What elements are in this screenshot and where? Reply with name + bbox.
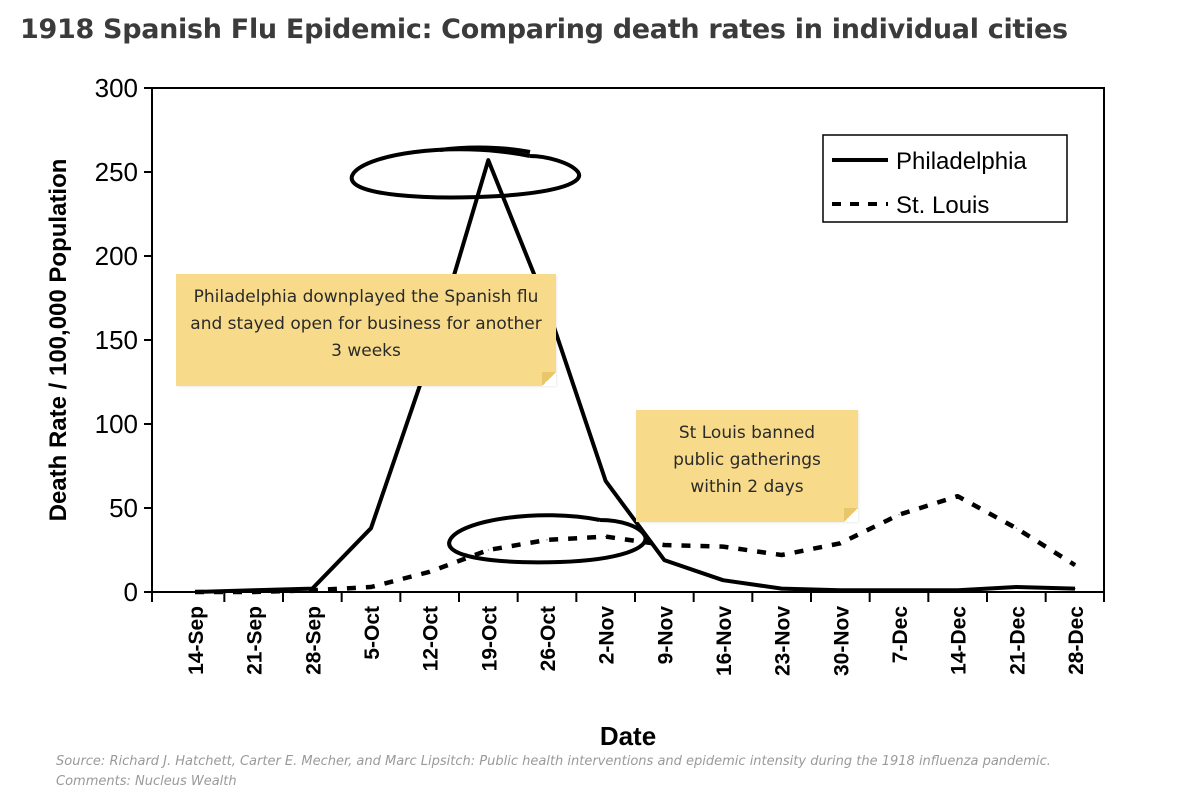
data-point: [898, 589, 900, 591]
series-line-st-louis: [195, 493, 1077, 595]
data-point: [253, 591, 255, 593]
data-point: [546, 539, 548, 541]
data-point: [957, 495, 959, 497]
data-point: [311, 589, 313, 591]
data-point: [839, 542, 841, 544]
x-tick-label: 28-Sep: [302, 606, 325, 675]
philadelphia-annotation-text: Philadelphia downplayed the Spanish flu …: [190, 287, 542, 361]
data-point: [1074, 564, 1076, 566]
y-tick-label: 200: [95, 241, 138, 271]
series-line-philadelphia: [194, 158, 1076, 594]
data-point: [957, 589, 959, 591]
y-tick-label: 300: [95, 73, 138, 103]
data-point: [1015, 586, 1017, 588]
x-tick-label: 19-Oct: [478, 606, 501, 671]
data-point: [722, 546, 724, 548]
x-tick-label: 16-Nov: [713, 606, 736, 676]
x-tick-label: 21-Dec: [1006, 606, 1029, 675]
data-point: [487, 549, 489, 551]
x-tick-label: 14-Sep: [185, 606, 208, 675]
highlight-circle-stlouis-early: [447, 513, 648, 565]
x-tick-label: 28-Dec: [1065, 606, 1088, 675]
data-point: [194, 591, 196, 593]
legend: Philadelphia St. Louis: [822, 134, 1068, 223]
data-point: [781, 554, 783, 556]
x-axis: 14-Sep 21-Sep 28-Sep 5-Oct 12-Oct 19-Oct 26-Oc…: [151, 592, 1105, 676]
y-tick-label: 50: [109, 493, 138, 523]
note-fold-corner: [844, 508, 858, 522]
data-point: [663, 559, 665, 561]
x-tick-label: 14-Dec: [948, 606, 971, 675]
data-point: [663, 544, 665, 546]
y-tick-label: 150: [95, 325, 138, 355]
legend-label-philadelphia: Philadelphia: [896, 148, 1027, 175]
data-point: [429, 571, 431, 573]
source-caption: Source: Richard J. Hatchett, Carter E. M…: [56, 752, 1176, 792]
data-point: [839, 589, 841, 591]
note-fold-corner: [542, 372, 556, 386]
stlouis-annotation-text: St Louis banned public gatherings within…: [673, 423, 821, 497]
data-point: [898, 514, 900, 516]
data-point: [605, 480, 607, 482]
philadelphia-annotation-note: Philadelphia downplayed the Spanish flu …: [176, 274, 556, 386]
x-axis-label: Date: [600, 721, 656, 750]
x-tick-label: 9-Nov: [654, 606, 677, 665]
data-point: [1074, 588, 1076, 590]
series-layer: [194, 158, 1077, 595]
data-point: [1015, 527, 1017, 529]
data-point: [781, 588, 783, 590]
data-point: [370, 527, 372, 529]
x-tick-label: 5-Oct: [361, 606, 384, 660]
y-tick-label: 250: [95, 157, 138, 187]
y-axis: 0 50 100 150 200 250 300: [95, 73, 152, 607]
x-tick-label: 30-Nov: [830, 606, 853, 676]
x-tick-label: 21-Sep: [244, 606, 267, 675]
stlouis-annotation-note: St Louis banned public gatherings within…: [636, 410, 858, 522]
highlight-circle-philadelphia-peak: [349, 145, 582, 200]
legend-label-st-louis: St. Louis: [896, 192, 989, 219]
x-tick-label: 23-Nov: [772, 606, 795, 676]
data-point: [370, 586, 372, 588]
y-tick-label: 100: [95, 409, 138, 439]
y-axis-label: Death Rate / 100,000 Population: [45, 159, 72, 522]
y-tick-label: 0: [124, 577, 138, 607]
x-tick-label: 7-Dec: [889, 606, 912, 664]
data-point: [487, 159, 489, 161]
data-point: [722, 579, 724, 581]
comments-text: Comments: Nucleus Wealth: [56, 774, 237, 789]
line-chart: 0 50 100 150 200 250 300 14-Sep 21-Sep 28-Sep 5-O…: [45, 73, 1105, 750]
x-tick-label: 12-Oct: [420, 606, 443, 671]
chart-title: 1918 Spanish Flu Epidemic: Comparing dea…: [20, 14, 1068, 45]
data-point: [605, 536, 607, 538]
source-text: Source: Richard J. Hatchett, Carter E. M…: [56, 754, 1051, 769]
x-tick-label: 26-Oct: [537, 606, 560, 671]
x-tick-label: 2-Nov: [596, 606, 619, 665]
